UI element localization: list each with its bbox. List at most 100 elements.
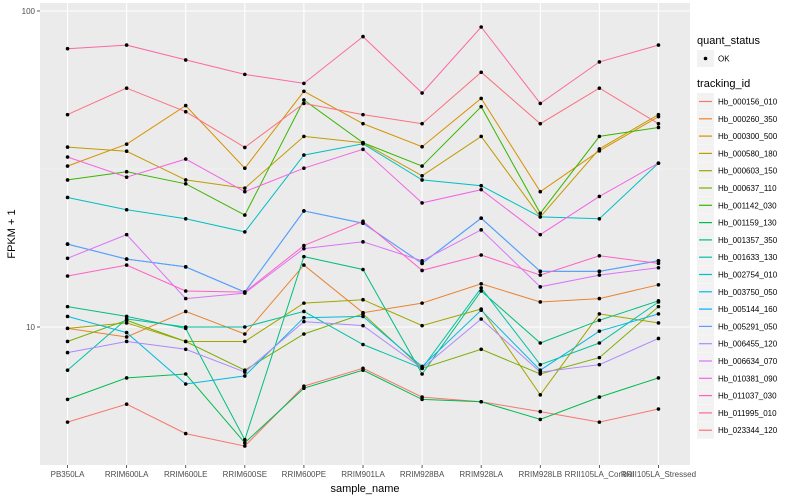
data-point-Hb_006634_070 — [302, 246, 306, 251]
legend-title-tracking-id: tracking_id — [697, 78, 750, 90]
data-point-Hb_001142_030 — [124, 169, 129, 174]
data-point-Hb_010381_090 — [538, 232, 543, 237]
data-point-Hb_001159_130 — [420, 397, 424, 402]
data-point-Hb_011995_010 — [538, 101, 543, 106]
data-point-Hb_003750_050 — [597, 329, 602, 333]
data-point-Hb_000580_180 — [183, 178, 188, 182]
x-tick-label: RRIM600SE — [223, 470, 267, 479]
data-point-Hb_011037_030 — [124, 263, 129, 267]
data-point-Hb_001357_350 — [479, 289, 483, 293]
legend-label-Hb_001357_350: Hb_001357_350 — [718, 236, 778, 245]
legend-label-Hb_001633_130: Hb_001633_130 — [718, 253, 778, 262]
data-point-Hb_011995_010 — [420, 91, 424, 95]
data-point-Hb_000637_110 — [183, 339, 188, 344]
data-point-Hb_000603_150 — [420, 323, 424, 328]
x-tick-label: RRIM928LB — [518, 470, 562, 479]
data-point-Hb_000300_500 — [65, 164, 70, 168]
data-point-Hb_010381_090 — [183, 157, 188, 161]
data-point-Hb_006634_070 — [479, 228, 483, 232]
data-point-Hb_002754_010 — [361, 141, 365, 146]
data-point-Hb_005291_050 — [479, 216, 483, 220]
legend-label-Hb_000603_150: Hb_000603_150 — [718, 167, 778, 176]
data-point-Hb_001159_130 — [124, 376, 129, 380]
legend-label-Hb_011995_010: Hb_011995_010 — [718, 409, 777, 418]
data-point-Hb_000260_350 — [538, 300, 543, 304]
data-point-Hb_001159_130 — [183, 372, 188, 376]
data-point-Hb_006634_070 — [656, 265, 661, 270]
legend-label-ok: OK — [718, 55, 730, 64]
data-point-Hb_001142_030 — [656, 125, 661, 130]
data-point-Hb_011995_010 — [124, 43, 129, 47]
data-point-Hb_000300_500 — [302, 89, 306, 94]
data-point-Hb_006455_120 — [656, 336, 661, 341]
data-point-Hb_003750_050 — [124, 330, 129, 335]
data-point-Hb_000156_010 — [597, 420, 602, 424]
legend-title-quant-status: quant_status — [697, 35, 760, 47]
data-point-Hb_001357_350 — [243, 437, 247, 442]
data-point-Hb_001633_130 — [656, 300, 661, 304]
data-point-Hb_003750_050 — [302, 315, 306, 320]
data-point-Hb_011037_030 — [597, 254, 602, 258]
data-point-Hb_001633_130 — [597, 341, 602, 345]
data-point-Hb_001633_130 — [243, 325, 247, 329]
data-point-Hb_001142_030 — [420, 164, 424, 168]
data-point-Hb_000580_180 — [479, 134, 483, 139]
data-point-Hb_006455_120 — [302, 319, 306, 324]
data-point-Hb_001159_130 — [243, 441, 247, 445]
legend-label-Hb_001159_130: Hb_001159_130 — [718, 219, 777, 228]
x-tick-label: RRIM928BA — [400, 470, 445, 479]
data-point-Hb_006455_120 — [361, 323, 365, 328]
data-point-Hb_010381_090 — [656, 161, 661, 165]
legend-label-Hb_002754_010: Hb_002754_010 — [718, 271, 778, 280]
data-point-Hb_011037_030 — [361, 219, 365, 224]
data-point-Hb_000156_010 — [124, 402, 129, 406]
data-point-Hb_006455_120 — [479, 317, 483, 321]
data-point-Hb_011037_030 — [183, 289, 188, 293]
data-point-Hb_005291_050 — [656, 258, 661, 263]
data-point-Hb_001142_030 — [479, 104, 483, 109]
data-point-Hb_001159_130 — [361, 368, 365, 372]
legend-label-Hb_005291_050: Hb_005291_050 — [718, 322, 778, 331]
data-point-Hb_001633_130 — [183, 325, 188, 329]
x-tick-label: RRIM928LA — [459, 470, 503, 479]
legend-label-Hb_003750_050: Hb_003750_050 — [718, 288, 778, 297]
data-point-Hb_001159_130 — [65, 397, 70, 402]
x-tick-label: RRII105LA_Control — [565, 470, 635, 479]
data-point-Hb_000300_500 — [420, 144, 424, 149]
data-point-Hb_011995_010 — [656, 43, 661, 47]
y-axis-title: FPKM + 1 — [6, 209, 18, 258]
data-point-Hb_011995_010 — [302, 81, 306, 86]
data-point-Hb_011995_010 — [243, 72, 247, 77]
data-point-Hb_001142_030 — [243, 213, 247, 217]
data-point-Hb_000637_110 — [302, 332, 306, 336]
data-point-Hb_003750_050 — [656, 312, 661, 316]
data-point-Hb_003750_050 — [479, 308, 483, 313]
data-point-Hb_000300_500 — [538, 189, 543, 194]
data-point-Hb_000603_150 — [656, 321, 661, 325]
data-point-Hb_000156_010 — [243, 444, 247, 448]
data-point-Hb_011995_010 — [65, 46, 70, 51]
data-point-Hb_011037_030 — [243, 290, 247, 294]
data-point-Hb_006455_120 — [420, 366, 424, 371]
data-point-Hb_002754_010 — [420, 178, 424, 182]
data-point-Hb_000300_500 — [479, 96, 483, 101]
series-points — [65, 25, 661, 448]
legend-label-Hb_001142_030: Hb_001142_030 — [718, 201, 777, 210]
data-point-Hb_000260_350 — [183, 309, 188, 314]
data-point-Hb_023344_120 — [183, 109, 188, 114]
legend-point-icon — [703, 56, 708, 61]
legend-label-Hb_006455_120: Hb_006455_120 — [718, 340, 778, 349]
data-point-Hb_003750_050 — [65, 314, 70, 319]
data-point-Hb_006634_070 — [124, 232, 129, 237]
data-point-Hb_001159_130 — [479, 399, 483, 404]
data-point-Hb_000580_180 — [656, 112, 661, 117]
data-point-Hb_001633_130 — [538, 362, 543, 367]
y-axis: 10 100 — [22, 7, 40, 332]
data-point-Hb_006634_070 — [597, 273, 602, 277]
data-point-Hb_000580_180 — [420, 173, 424, 178]
data-point-Hb_010381_090 — [420, 201, 424, 205]
data-point-Hb_011037_030 — [65, 274, 70, 278]
data-point-Hb_001357_350 — [420, 372, 424, 376]
data-point-Hb_011037_030 — [538, 273, 543, 277]
